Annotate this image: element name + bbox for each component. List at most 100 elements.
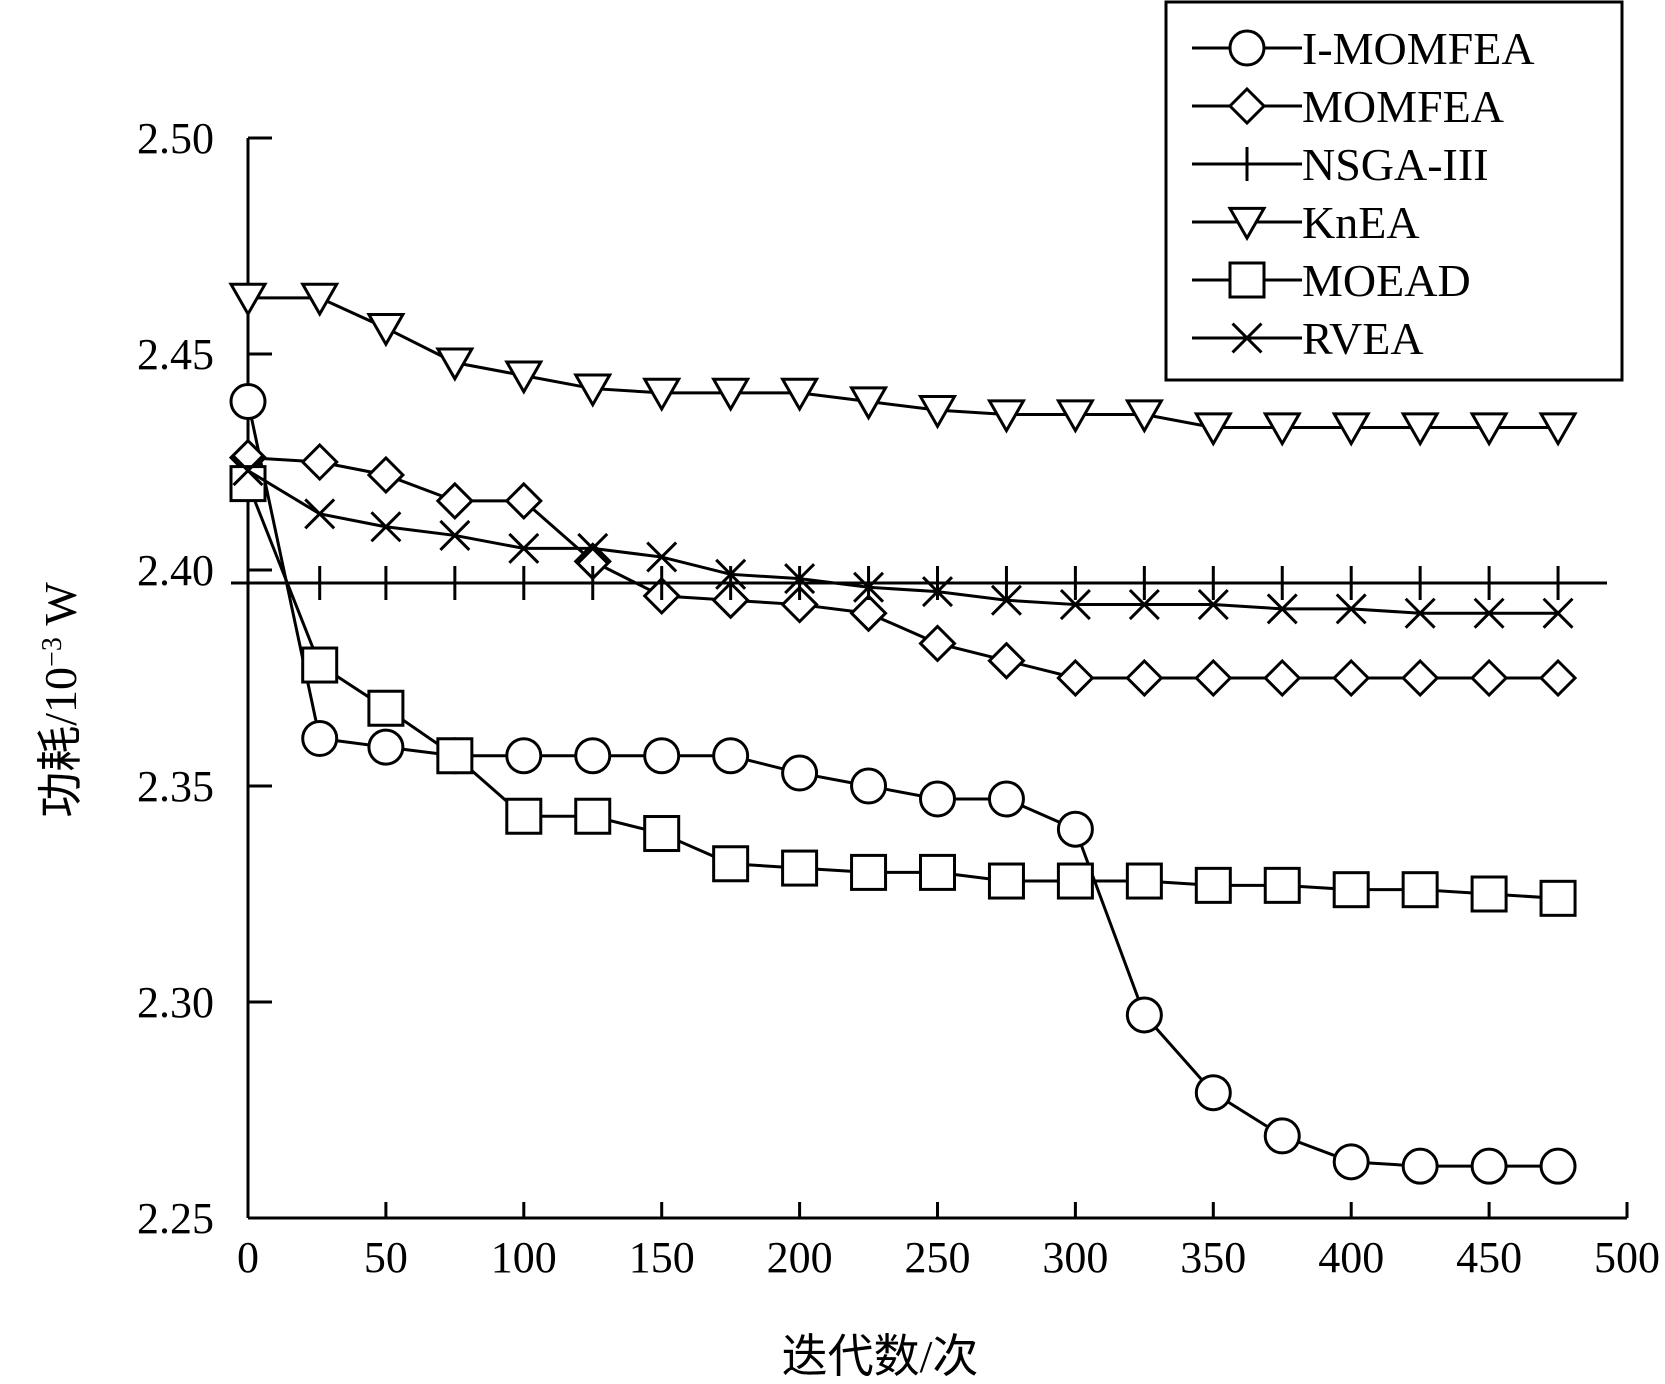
data-point-momfea [989,644,1023,678]
data-point-momfea [1196,661,1230,695]
x-tick-label: 50 [364,1233,408,1282]
x-tick-label: 350 [1180,1233,1246,1282]
data-point-i-momfea [231,385,265,419]
x-tick-label: 500 [1594,1233,1660,1282]
legend-marker-i-momfea [1230,31,1264,65]
data-point-momfea [1334,661,1368,695]
data-point-i-momfea [645,739,679,773]
legend: I-MOMFEA MOMFEA NSGA-III KnEA MOEAD RVEA [1166,2,1622,380]
data-point-nsga-iii [1127,566,1161,600]
y-tick-label: 2.30 [137,978,214,1027]
data-point-moead [1403,873,1437,907]
y-tick-label: 2.45 [137,330,214,379]
data-point-momfea [303,445,337,479]
data-point-i-momfea [1334,1145,1368,1179]
data-point-momfea [369,458,403,492]
y-axis-label-prefix: 功耗/10 [35,667,86,818]
series-i-momfea [231,385,1575,1184]
data-point-i-momfea [1196,1076,1230,1110]
data-point-moead [645,817,679,851]
legend-label-i-momfea: I-MOMFEA [1302,23,1535,74]
series-layer [231,284,1607,1183]
data-point-moead [1196,868,1230,902]
data-point-nsga-iii [1403,566,1437,600]
data-point-rvea [305,499,334,528]
legend-marker-moead [1230,263,1264,297]
data-point-moead [852,855,886,889]
data-point-i-momfea [1541,1149,1575,1183]
series-rvea [234,456,1573,627]
data-point-knea [369,314,403,344]
data-point-i-momfea [303,721,337,755]
x-tick-label: 450 [1456,1233,1522,1282]
data-point-moead [303,648,337,682]
data-point-moead [1127,864,1161,898]
y-tick-label: 2.25 [137,1194,214,1243]
x-axis-label: 迭代数/次 [782,1331,979,1382]
data-point-nsga-iii [438,566,472,600]
data-point-i-momfea [507,739,541,773]
legend-label-momfea: MOMFEA [1302,81,1504,132]
x-tick-label: 150 [629,1233,695,1282]
data-point-nsga-iii [507,566,541,600]
legend-label-rvea: RVEA [1302,313,1424,364]
legend-item-moead: MOEAD [1192,255,1471,306]
data-point-moead [989,864,1023,898]
series-line-momfea [248,458,1558,678]
data-point-momfea [438,484,472,518]
data-point-i-momfea [989,782,1023,816]
data-point-moead [1472,877,1506,911]
data-point-nsga-iii [1472,566,1506,600]
data-point-nsga-iii [303,566,337,600]
legend-label-moead: MOEAD [1302,255,1471,306]
data-point-i-momfea [1265,1119,1299,1153]
data-point-moead [714,847,748,881]
data-point-momfea [1265,661,1299,695]
data-point-nsga-iii [852,566,886,600]
data-point-momfea [1541,661,1575,695]
legend-label-nsga-iii: NSGA-III [1302,139,1489,190]
data-point-i-momfea [1127,998,1161,1032]
x-tick-label: 0 [237,1233,259,1282]
data-point-i-momfea [921,782,955,816]
data-point-i-momfea [369,730,403,764]
series-momfea [231,441,1575,695]
data-point-nsga-iii [921,566,955,600]
data-point-i-momfea [783,756,817,790]
y-tick-label: 2.50 [137,114,214,163]
data-point-momfea [1058,661,1092,695]
data-point-nsga-iii [1541,566,1575,600]
data-point-moead [507,799,541,833]
data-point-nsga-iii [783,566,817,600]
data-point-nsga-iii [369,566,403,600]
data-point-i-momfea [852,769,886,803]
data-point-moead [576,799,610,833]
data-point-momfea [921,626,955,660]
data-point-moead [438,739,472,773]
x-tick-label: 200 [767,1233,833,1282]
data-point-moead [1265,868,1299,902]
data-point-momfea [1403,661,1437,695]
data-point-momfea [1472,661,1506,695]
series-line-i-momfea [248,402,1558,1167]
data-point-nsga-iii [576,566,610,600]
y-tick-label: 2.40 [137,546,214,595]
x-tick-label: 100 [491,1233,557,1282]
legend-label-knea: KnEA [1302,197,1420,248]
data-point-moead [921,855,955,889]
data-point-moead [1334,873,1368,907]
y-axis-label-sup: −3 [37,637,68,667]
data-point-i-momfea [1403,1149,1437,1183]
data-point-nsga-iii [1058,566,1092,600]
data-point-moead [369,691,403,725]
data-point-moead [783,851,817,885]
data-point-i-momfea [714,739,748,773]
data-point-nsga-iii [1196,566,1230,600]
data-point-i-momfea [1472,1149,1506,1183]
y-tick-label: 2.35 [137,762,214,811]
data-point-nsga-iii [989,566,1023,600]
data-point-moead [1541,881,1575,915]
y-axis-label-suffix: W [35,582,86,638]
y-axis-label: 功耗/10−3 W [35,582,86,818]
chart: 0 50 100 150 200 250 300 350 400 450 5002.252.302.… [0,0,1665,1384]
